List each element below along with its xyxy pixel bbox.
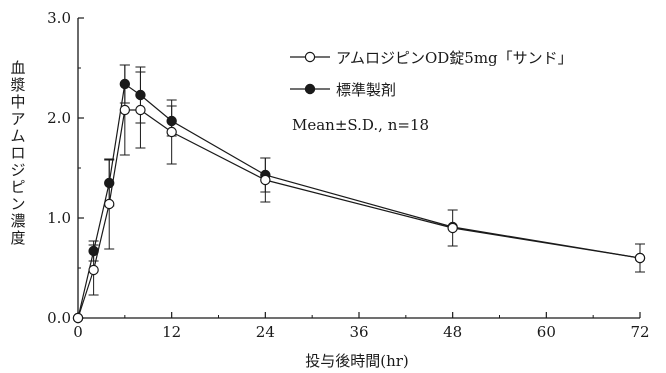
legend: アムロジピンOD錠5mg「サンド」標準製剤 [290,49,573,99]
data-point-series-1 [166,126,177,138]
chart-annotation: Mean±S.D., n=18 [292,116,429,134]
error-bars [88,64,645,296]
x-tick-label: 0 [73,323,83,341]
y-axis-label-char: 濃 [10,212,26,230]
x-tick-label: 48 [443,323,462,341]
x-tick-label: 72 [630,323,649,341]
y-axis-label-char: ジ [10,161,26,179]
y-axis-label-char: 漿 [10,76,26,94]
data-point-series-2 [166,115,177,127]
legend-label-1: アムロジピンOD錠5mg「サンド」 [336,49,573,67]
data-point-series-2 [119,78,131,90]
legend-marker-1 [304,51,316,63]
y-axis-label-char: 度 [10,229,26,247]
x-tick-label: 12 [162,323,181,341]
data-point-series-1 [135,104,146,116]
y-axis-label-char: ピ [10,178,26,196]
data-point-series-2 [104,177,115,189]
series-line-1 [77,109,641,319]
y-axis-label-char: 中 [10,93,26,111]
data-point-series-1 [72,312,84,324]
y-axis-label-char: ン [10,195,26,213]
legend-marker-2 [304,83,316,95]
data-point-series-1 [634,252,646,264]
x-tick-label: 60 [537,323,556,341]
data-point-series-1 [88,264,99,276]
y-axis-label-char: 血 [10,59,26,77]
data-point-series-1 [447,222,458,234]
y-tick-label: 0.0 [47,309,71,327]
data-point-series-2 [88,245,99,257]
y-tick-label: 3.0 [47,9,71,27]
legend-label-2: 標準製剤 [336,81,396,99]
y-axis-label-char: ム [10,127,26,145]
data-point-series-1 [104,198,115,210]
axes: 0.0 1.0 2.0 3.0 0 12 24 36 48 60 72 [47,9,649,341]
data-point-series-1 [119,104,131,116]
x-tick-label: 24 [256,323,275,341]
y-axis-label-char: ア [10,110,26,128]
y-axis-label: 血漿中アムロジピン濃度 [8,60,28,247]
series-markers [72,78,646,324]
x-tick-label: 36 [349,323,368,341]
data-point-series-1 [260,174,271,186]
data-point-series-2 [135,89,146,101]
y-axis-label-char: ロ [10,144,26,162]
y-tick-label: 1.0 [47,209,71,227]
x-axis-label: 投与後時間(hr) [305,352,409,370]
y-tick-label: 2.0 [47,109,71,127]
